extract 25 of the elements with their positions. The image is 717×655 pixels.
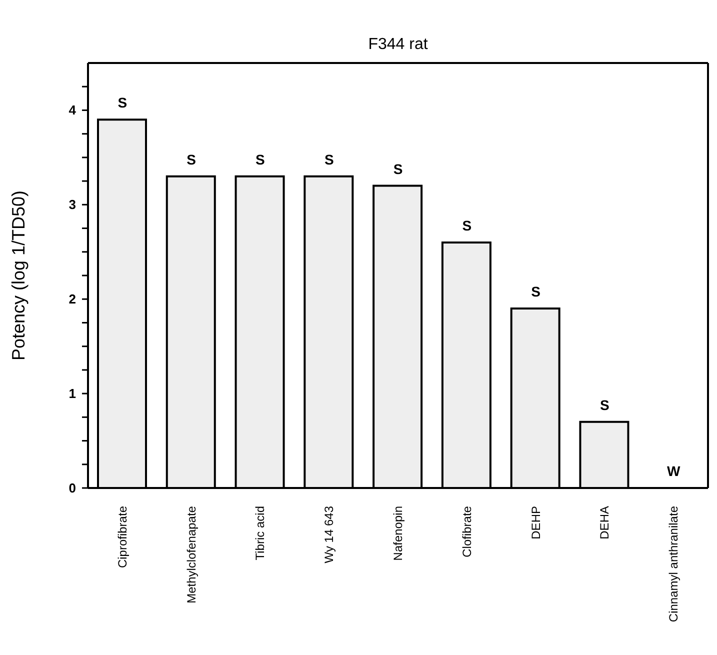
y-tick-label: 3 bbox=[68, 197, 76, 212]
annotation: S bbox=[462, 217, 472, 234]
annotation: S bbox=[531, 284, 540, 300]
x-tick-label: Wy 14 643 bbox=[322, 506, 336, 564]
annotation: S bbox=[324, 151, 334, 168]
x-tick-label: Nafenopin bbox=[391, 506, 405, 561]
x-tick-label: DEHA bbox=[598, 506, 612, 540]
y-tick-label: 1 bbox=[68, 386, 76, 402]
x-tick-label: DEHP bbox=[528, 506, 543, 540]
y-tick-label: 4 bbox=[68, 102, 77, 118]
y-tick-label: 2 bbox=[68, 292, 76, 307]
annotation: W bbox=[666, 463, 681, 479]
annotation: S bbox=[256, 151, 265, 168]
x-tick-label: Ciprofibrate bbox=[115, 506, 130, 568]
annotation: S bbox=[186, 151, 196, 168]
x-tick-label: Cinnamyl anthranilate bbox=[666, 506, 681, 622]
annotation: S bbox=[600, 396, 610, 413]
y-axis-title: Potency (log 1/TD50) bbox=[8, 190, 28, 361]
y-tick-label: 0 bbox=[68, 480, 76, 496]
annotation: S bbox=[393, 160, 403, 177]
annotation: S bbox=[118, 94, 128, 111]
x-tick-label: Methylclofenapate bbox=[184, 506, 198, 604]
x-tick-label: Clofibrate bbox=[460, 506, 474, 558]
chart-title: F344 rat bbox=[367, 36, 429, 54]
x-tick-label: Tibric acid bbox=[253, 506, 268, 560]
